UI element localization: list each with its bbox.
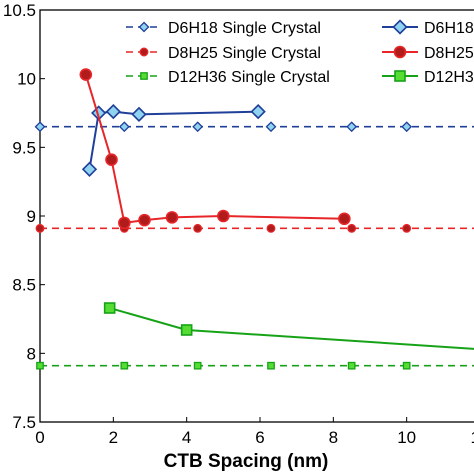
- data-point: [193, 361, 202, 370]
- legend-label: D12H36: [424, 69, 474, 86]
- data-point: [138, 213, 151, 227]
- legend: D6H18 Single Crystal D6H18 D8H25 Single Cr…: [120, 11, 474, 89]
- series-3: [79, 68, 351, 230]
- x-tick-label: 4: [182, 428, 191, 447]
- data-point: [346, 121, 358, 133]
- data-point: [347, 223, 357, 233]
- x-tick-label: 0: [35, 428, 44, 447]
- data-point: [120, 361, 129, 370]
- y-tick-label: 10.5: [3, 1, 36, 20]
- legend-item: D6H18: [382, 19, 474, 37]
- data-point: [118, 216, 131, 230]
- y-tick-label: 9.5: [12, 138, 36, 157]
- y-tick-label: 8: [27, 344, 36, 363]
- y-tick-label: 7.5: [12, 413, 36, 432]
- data-point: [347, 361, 356, 370]
- legend-swatch-marker: [393, 45, 407, 59]
- legend-label: D8H25 Single Crystal: [168, 45, 321, 62]
- data-point: [103, 302, 116, 314]
- data-point: [266, 223, 276, 233]
- legend-label: D8H25: [424, 45, 474, 62]
- data-point: [217, 209, 230, 223]
- legend-item: D8H25 Single Crystal: [126, 45, 321, 62]
- x-tick-label: 6: [255, 428, 264, 447]
- data-point: [267, 361, 275, 370]
- legend-item: D8H25: [382, 45, 474, 62]
- legend-label: D6H18 Single Crystal: [168, 20, 321, 37]
- legend-swatch-marker: [392, 19, 408, 35]
- y-tick-label: 10: [17, 70, 36, 89]
- x-tick-label: 2: [109, 428, 118, 447]
- data-point: [338, 212, 351, 226]
- y-tick-label: 8.5: [12, 276, 36, 295]
- legend-item: D6H18 Single Crystal: [126, 20, 321, 37]
- series-4: [36, 361, 474, 370]
- series-0: [34, 121, 474, 133]
- data-point: [165, 211, 179, 224]
- data-point: [105, 103, 121, 120]
- x-tick-label: 12: [471, 428, 474, 447]
- data-point: [193, 223, 203, 233]
- data-point: [180, 324, 193, 336]
- x-tick-label: 8: [329, 428, 338, 447]
- legend-swatch-marker: [139, 47, 149, 57]
- legend-label: D6H18: [424, 20, 474, 37]
- data-point: [250, 103, 266, 120]
- legend-item: D12H36 Single Crystal: [126, 69, 330, 86]
- series-5: [103, 302, 474, 350]
- legend-swatch-marker: [140, 72, 148, 80]
- data-point: [81, 161, 98, 177]
- data-point: [35, 223, 45, 233]
- data-point: [36, 361, 44, 370]
- series-1: [81, 103, 266, 177]
- y-tick-label: 9: [27, 207, 36, 226]
- data-point: [118, 121, 130, 133]
- axis-layer: 0 2 4 6 8 10 12 7.5 8 8.5 9 9.5 10 10.5: [3, 1, 474, 447]
- data-point: [79, 68, 93, 81]
- x-axis-label: CTB Spacing (nm): [164, 451, 329, 472]
- data-point: [34, 121, 46, 133]
- legend-swatch-marker: [138, 21, 150, 33]
- legend-item: D12H36: [382, 69, 474, 86]
- data-point: [401, 121, 413, 133]
- data-point: [402, 361, 411, 370]
- series-layer: [34, 68, 474, 370]
- legend-swatch-marker: [394, 70, 406, 82]
- data-point: [131, 106, 147, 123]
- legend-label: D12H36 Single Crystal: [168, 69, 330, 86]
- series-2: [35, 223, 474, 233]
- x-tick-label: 10: [397, 428, 416, 447]
- data-point: [402, 223, 412, 233]
- data-point: [105, 153, 118, 166]
- data-point: [265, 121, 277, 133]
- data-point: [192, 121, 204, 133]
